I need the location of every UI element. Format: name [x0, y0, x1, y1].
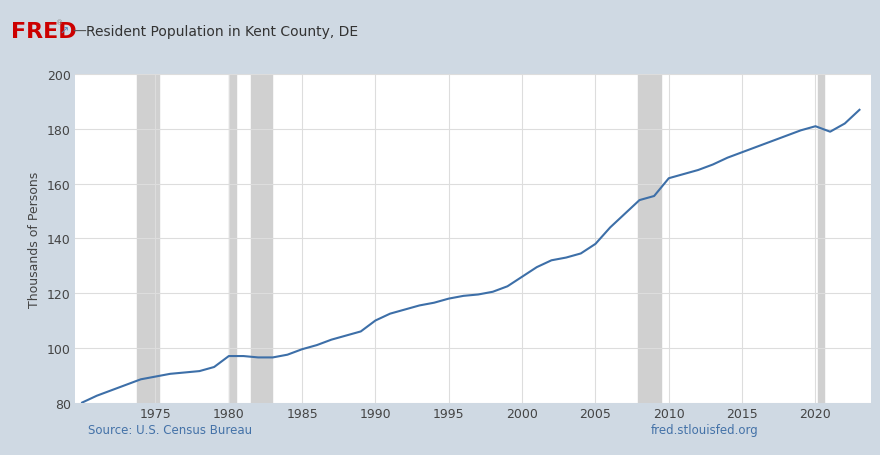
Y-axis label: Thousands of Persons: Thousands of Persons: [28, 171, 41, 307]
Bar: [229, 75, 236, 403]
Text: fred.stlouisfed.org: fred.stlouisfed.org: [651, 424, 759, 436]
Bar: [137, 75, 159, 403]
Text: —: —: [72, 25, 86, 39]
Bar: [638, 75, 662, 403]
Text: Resident Population in Kent County, DE: Resident Population in Kent County, DE: [86, 25, 358, 39]
Bar: [818, 75, 825, 403]
Text: ↗: ↗: [60, 27, 70, 37]
Text: FRED: FRED: [11, 22, 77, 42]
Text: ®: ®: [56, 20, 63, 26]
Bar: [251, 75, 272, 403]
Text: Source: U.S. Census Bureau: Source: U.S. Census Bureau: [88, 424, 253, 436]
